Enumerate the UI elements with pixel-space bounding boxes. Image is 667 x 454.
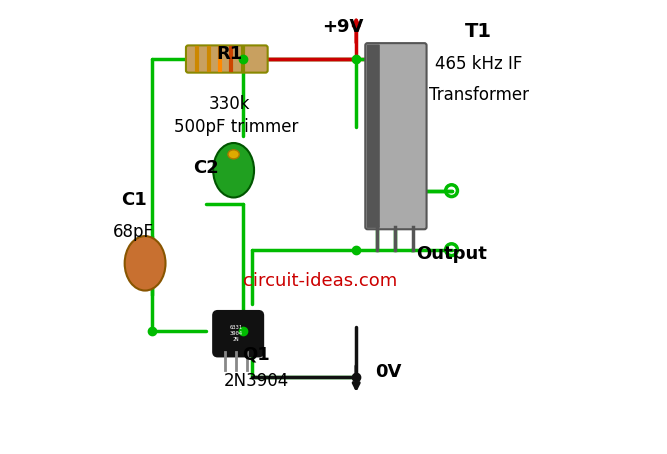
Ellipse shape: [125, 236, 165, 291]
Text: C1: C1: [121, 191, 147, 209]
Text: 2N3904: 2N3904: [223, 372, 289, 390]
Text: Transformer: Transformer: [429, 86, 529, 104]
Text: R1: R1: [216, 45, 242, 64]
FancyBboxPatch shape: [186, 45, 267, 73]
Text: 500pF trimmer: 500pF trimmer: [173, 118, 298, 136]
Text: Output: Output: [416, 245, 487, 263]
Text: Q1: Q1: [242, 345, 270, 363]
FancyBboxPatch shape: [366, 43, 427, 229]
Text: C2: C2: [193, 159, 219, 177]
Text: 68pF: 68pF: [113, 222, 154, 241]
Ellipse shape: [213, 143, 254, 197]
Text: +9V: +9V: [322, 18, 364, 36]
Text: 6331
3904
2N: 6331 3904 2N: [229, 326, 242, 342]
Ellipse shape: [228, 150, 239, 159]
Text: circuit-ideas.com: circuit-ideas.com: [243, 272, 397, 291]
Text: 0V: 0V: [375, 363, 401, 381]
FancyBboxPatch shape: [213, 311, 263, 356]
Text: 330k: 330k: [208, 95, 250, 114]
Text: T1: T1: [466, 22, 492, 41]
FancyBboxPatch shape: [367, 44, 380, 228]
Text: 465 kHz IF: 465 kHz IF: [435, 54, 522, 73]
